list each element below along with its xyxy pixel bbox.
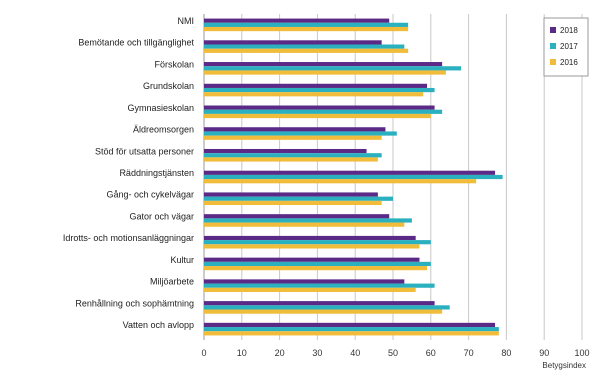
category-label: Äldreomsorgen [133,125,194,135]
x-tick-label: 0 [201,348,206,358]
bar-2017 [204,305,450,310]
legend-swatch-2018 [550,27,556,33]
bar-2018 [204,40,382,45]
bar-2018 [204,322,496,328]
x-tick-label: 90 [539,348,549,358]
bar-2018 [204,235,416,241]
bar-2017 [204,283,435,288]
category-label: Stöd för utsatta personer [95,146,194,156]
bar-2016 [204,179,477,184]
bar-2018 [204,105,435,110]
legend-swatch-2017 [550,43,556,49]
category-label: Vatten och avlopp [123,320,194,330]
x-tick-label: 70 [464,348,474,358]
bar-2017 [204,218,412,223]
bar-2017 [204,327,499,332]
category-label: Bemötande och tillgänglighet [78,38,194,48]
bar-2016 [204,157,378,162]
bar-2018 [204,148,367,154]
bar-2016 [204,26,409,32]
category-label: Miljöarbete [150,277,194,287]
legend-label: 2017 [560,42,578,51]
x-tick-label: 40 [350,348,360,358]
bar-2017 [204,131,397,136]
x-tick-label: 60 [426,348,436,358]
bar-2017 [204,196,393,201]
x-tick-label: 30 [312,348,322,358]
x-axis-title: Betygsindex [542,361,586,370]
bar-2017 [204,261,431,267]
category-label: Förskolan [154,59,194,69]
x-tick-labels: 0 10 20 30 40 50 60 70 80 90 100 [201,348,589,358]
legend-swatch-2016 [550,59,556,65]
bar-2016 [204,48,409,53]
bar-2018 [204,279,405,284]
bar-2017 [204,174,503,180]
bar-2017 [204,22,409,27]
x-tick-label: 20 [275,348,285,358]
bar-2016 [204,92,424,97]
bar-2016 [204,266,428,271]
category-label: Grundskolan [143,81,194,91]
category-label: Gång- och cykelvägar [106,190,194,200]
bar-2016 [204,135,382,140]
category-label: Räddningstjänsten [119,168,194,178]
bar-2018 [204,214,390,219]
bar-2016 [204,70,446,75]
bar-2016 [204,222,405,227]
bar-2016 [204,244,420,249]
bar-2018 [204,192,378,197]
bar-2017 [204,44,405,49]
x-tick-label: 10 [237,348,247,358]
bar-2016 [204,331,499,336]
bar-2017 [204,109,443,114]
category-labels: NMI Bemötande och tillgänglighet Förskolan… [63,16,195,330]
x-tick-label: 100 [574,348,589,358]
bar-2017 [204,153,382,158]
category-label: Gator och vägar [129,211,194,221]
x-tick-label: 80 [501,348,511,358]
category-label: Gymnasieskolan [127,103,194,113]
bar-2018 [204,83,428,88]
category-label: Kultur [170,255,194,265]
legend-label: 2016 [560,58,578,67]
bar-2018 [204,127,386,132]
legend-label: 2018 [560,26,578,35]
bar-2016 [204,113,431,119]
category-label: NMI [178,16,195,26]
legend: 2018 2017 2016 [543,17,589,77]
x-tick-label: 50 [388,348,398,358]
bar-2017 [204,66,462,71]
bar-2018 [204,62,443,67]
bar-2016 [204,309,443,314]
category-label: Idrotts- och motionsanläggningar [63,233,194,243]
bar-2018 [204,257,420,262]
bar-2018 [204,301,435,306]
bar-2018 [204,18,390,23]
bar-2016 [204,200,382,206]
bar-2016 [204,287,416,292]
bars [204,18,503,336]
bar-2018 [204,170,496,175]
bar-2017 [204,87,435,93]
bar-2017 [204,240,431,245]
category-label: Renhållning och sophämtning [75,298,194,308]
